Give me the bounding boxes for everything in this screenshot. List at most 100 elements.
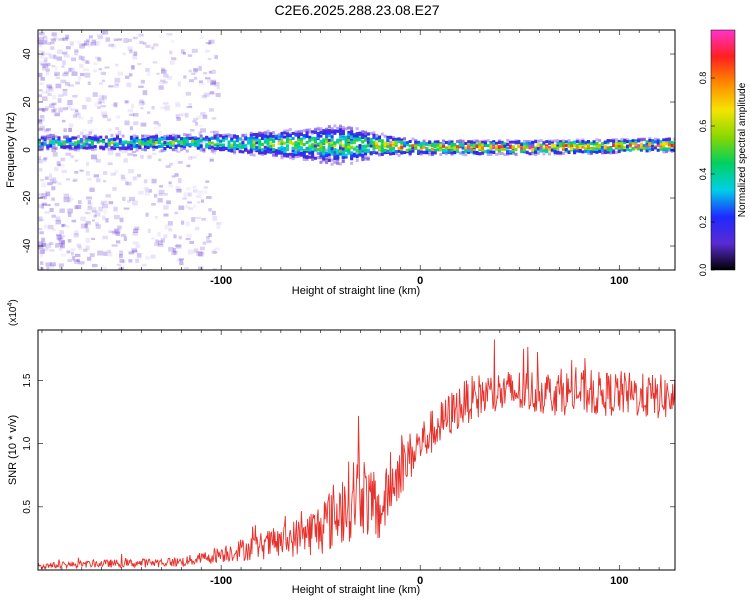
spectrogram-noise-cell [65,82,70,86]
spectrogram-cell [333,151,337,155]
spectrogram-cell [127,143,131,147]
spectrogram-cell [383,141,387,145]
spectrogram-cell [358,153,362,157]
spectrogram-cell [104,135,108,139]
spectrogram-noise-cell [41,51,45,56]
spectrogram-cell [63,135,67,139]
spectrogram-cell [280,147,284,151]
spectrogram-noise-cell [214,81,220,87]
spectrogram-cell [414,142,418,146]
spectrogram-cell [358,132,362,136]
spectrogram-cell [478,148,482,152]
spectrogram-noise-cell [124,75,130,79]
spectrogram-noise-cell [88,131,92,135]
spectrogram-noise-cell [50,38,56,42]
snr-series-line [38,339,675,570]
spectrogram-cell [135,139,139,143]
spectrogram-noise-cell [102,114,108,119]
spectrogram-noise-cell [123,38,129,43]
spectrogram-cell [344,135,348,139]
spectrogram-cell [274,136,278,140]
spectrogram-noise-cell [108,85,114,88]
spectrogram-cell [266,147,270,151]
spectrogram-noise-cell [45,68,50,72]
spectrogram-cell [375,133,379,137]
spectrogram-noise-cell [196,251,203,257]
spectrogram-cell [584,141,588,145]
spectrogram-cell [550,143,554,147]
spectrogram-noise-cell [44,105,50,111]
spectrogram-cell [294,130,298,134]
spectrogram-cell [110,147,114,151]
spectrogram-noise-cell [215,133,219,138]
spectrogram-cell [531,145,535,149]
spectrogram-cell [620,146,624,150]
spectrogram-cell [77,140,81,144]
spectrogram-cell [182,133,186,137]
spectrogram-cell [364,138,368,142]
spectrogram-cell [352,147,356,151]
spectrogram-noise-cell [60,235,66,238]
spectrogram-noise-cell [181,113,187,117]
spectrogram-cell [489,144,493,148]
spectrogram-cell [442,139,446,143]
spectrogram-cell [361,158,365,162]
spectrogram-cell [414,146,418,150]
spectrogram-cell [394,150,398,154]
spectrogram-cell [322,155,326,159]
spectrogram-cell [113,137,117,141]
spectrogram-cell [180,140,184,144]
spectrogram-noise-cell [84,223,89,228]
spectrogram-noise-cell [84,40,90,46]
spectrogram-cell [433,145,437,149]
spectrogram-cell [247,151,251,155]
spectrogram-noise-cell [53,107,58,112]
spectrogram-cell [645,146,649,150]
spectrogram-cell [553,147,557,151]
spectrogram-cell [667,137,671,141]
spectrogram-noise-cell [117,130,122,136]
spectrogram-cell [51,139,55,143]
spectrogram-cell [258,146,262,150]
spectrogram-noise-cell [77,200,82,204]
spectrogram-cell [249,134,253,138]
spectrogram-noise-cell [119,174,124,177]
spectrogram-cell [414,140,418,144]
spectrogram-cell [143,148,147,152]
spectrogram-noise-cell [51,186,56,191]
spectrogram-cell [283,152,287,156]
spectrogram-cell [322,146,326,150]
spectrogram-cell [464,149,468,153]
spectrogram-noise-cell [66,104,72,110]
spectrogram-cell [414,139,418,143]
spectrogram-noise-cell [107,252,113,257]
spectrogram-cell [107,140,111,144]
spectrogram-noise-cell [121,174,126,180]
spectrogram-cell [188,143,192,147]
spectrogram-cell [185,133,189,137]
spectrogram-noise-cell [74,230,79,236]
spectrogram-cell [330,158,334,162]
spectrogram-cell [500,143,504,147]
spectrogram-cell [564,140,568,144]
spectrogram-noise-cell [211,69,216,74]
spectrogram-noise-cell [200,140,206,144]
spectrogram-cell [587,142,591,146]
spectrogram-cell [224,146,228,150]
spectrogram-noise-cell [118,254,123,259]
spectrogram-cell [469,140,473,144]
spectrogram-cell [132,145,136,149]
spectrogram-noise-cell [89,187,95,192]
spectrogram-cell [450,142,454,146]
spectrogram-cell [294,144,298,148]
spectrogram-cell [673,141,675,145]
spectrogram-cell [453,146,457,150]
spectrogram-noise-cell [112,187,117,191]
spectrogram-cell [456,147,460,151]
spectrogram-noise-cell [127,46,133,51]
spectrogram-cell [542,140,546,144]
spectrogram-noise-cell [39,32,45,35]
spectrogram-noise-cell [87,44,93,47]
spectrogram-cell [358,146,362,150]
spectrogram-cell [578,149,582,153]
